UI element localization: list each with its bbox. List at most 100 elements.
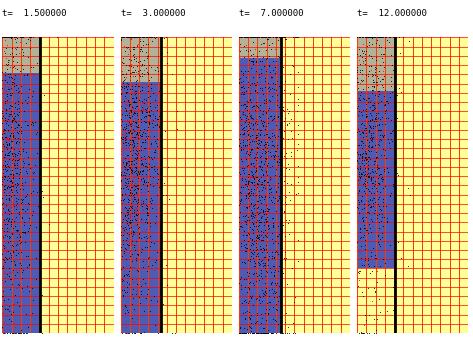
Point — [249, 160, 256, 166]
Point — [13, 111, 21, 117]
Point — [235, 159, 242, 165]
Point — [352, 275, 360, 280]
Point — [117, 135, 124, 140]
Point — [351, 35, 359, 40]
Point — [0, 118, 4, 123]
Point — [244, 214, 252, 220]
Point — [261, 183, 268, 188]
Point — [241, 245, 249, 250]
Point — [0, 301, 4, 306]
Point — [258, 35, 265, 40]
Point — [0, 243, 7, 248]
Point — [22, 311, 30, 317]
Point — [0, 191, 4, 196]
Point — [114, 140, 122, 146]
Point — [1, 174, 9, 180]
Point — [234, 168, 242, 173]
Point — [233, 200, 240, 206]
Point — [134, 199, 142, 205]
Point — [144, 72, 152, 77]
Point — [9, 171, 17, 177]
Point — [115, 218, 123, 224]
Point — [162, 128, 169, 133]
Point — [242, 299, 250, 305]
Point — [0, 101, 4, 107]
Point — [0, 156, 4, 161]
Point — [12, 330, 19, 336]
Point — [371, 116, 379, 121]
Point — [119, 35, 127, 40]
Point — [11, 153, 18, 158]
Point — [264, 263, 272, 268]
Point — [351, 181, 359, 186]
Point — [368, 133, 375, 138]
Point — [7, 218, 14, 223]
Point — [1, 302, 9, 307]
Point — [0, 147, 7, 153]
Point — [360, 156, 368, 161]
Point — [115, 147, 123, 152]
Point — [233, 209, 240, 215]
Point — [114, 86, 122, 91]
Point — [0, 179, 7, 184]
Point — [275, 193, 283, 199]
Point — [19, 164, 27, 169]
Point — [258, 85, 265, 90]
Point — [387, 83, 394, 89]
Point — [126, 207, 133, 213]
Point — [119, 292, 127, 298]
Point — [5, 316, 13, 321]
Point — [121, 175, 128, 180]
Point — [132, 217, 140, 222]
Point — [0, 209, 4, 215]
Point — [236, 171, 244, 176]
Point — [241, 124, 248, 130]
Point — [127, 230, 134, 236]
Point — [136, 153, 143, 158]
Point — [132, 132, 140, 137]
Point — [140, 96, 148, 102]
Point — [127, 191, 134, 196]
Point — [124, 35, 132, 40]
Point — [274, 134, 281, 139]
Point — [233, 151, 240, 156]
Point — [367, 104, 374, 110]
Point — [233, 215, 240, 220]
Point — [114, 73, 122, 79]
Point — [264, 35, 272, 40]
Point — [368, 198, 376, 203]
Point — [368, 35, 376, 40]
Point — [351, 153, 359, 158]
Point — [114, 85, 122, 90]
Point — [0, 118, 4, 123]
Point — [9, 231, 16, 236]
Point — [0, 35, 4, 40]
Point — [163, 283, 170, 288]
Point — [355, 112, 362, 117]
Point — [126, 101, 134, 107]
Point — [5, 270, 13, 276]
Point — [233, 306, 240, 311]
Point — [370, 72, 377, 78]
Point — [256, 133, 263, 138]
Point — [5, 74, 13, 80]
Point — [253, 99, 260, 104]
Point — [252, 219, 260, 224]
Point — [114, 85, 122, 90]
Point — [133, 186, 140, 191]
Point — [253, 126, 261, 132]
Point — [361, 151, 369, 156]
Point — [16, 213, 24, 218]
Point — [255, 262, 263, 268]
Point — [25, 161, 32, 167]
Point — [237, 184, 245, 189]
Point — [282, 165, 290, 171]
Point — [0, 155, 4, 161]
Point — [233, 285, 240, 290]
Point — [0, 210, 4, 216]
Point — [0, 330, 7, 336]
Point — [7, 209, 14, 215]
Point — [10, 161, 18, 167]
Point — [233, 227, 240, 233]
Point — [128, 104, 136, 109]
